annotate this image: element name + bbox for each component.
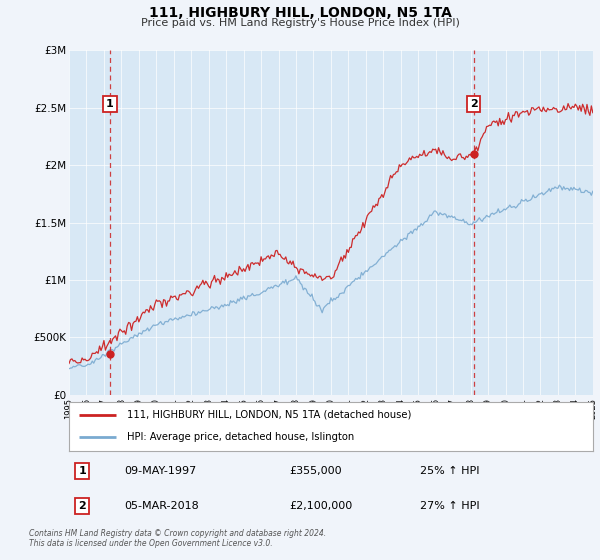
Text: 1: 1 [78, 466, 86, 476]
Text: Contains HM Land Registry data © Crown copyright and database right 2024.: Contains HM Land Registry data © Crown c… [29, 529, 326, 538]
Text: 05-MAR-2018: 05-MAR-2018 [124, 501, 199, 511]
Text: HPI: Average price, detached house, Islington: HPI: Average price, detached house, Isli… [127, 432, 354, 442]
Text: 09-MAY-1997: 09-MAY-1997 [124, 466, 196, 476]
Text: 2: 2 [470, 99, 478, 109]
Text: 111, HIGHBURY HILL, LONDON, N5 1TA (detached house): 111, HIGHBURY HILL, LONDON, N5 1TA (deta… [127, 410, 411, 420]
Text: 25% ↑ HPI: 25% ↑ HPI [420, 466, 479, 476]
Text: 2: 2 [78, 501, 86, 511]
Text: This data is licensed under the Open Government Licence v3.0.: This data is licensed under the Open Gov… [29, 539, 272, 548]
Text: 27% ↑ HPI: 27% ↑ HPI [420, 501, 479, 511]
Text: 1: 1 [106, 99, 114, 109]
Text: Price paid vs. HM Land Registry's House Price Index (HPI): Price paid vs. HM Land Registry's House … [140, 18, 460, 28]
Text: 111, HIGHBURY HILL, LONDON, N5 1TA: 111, HIGHBURY HILL, LONDON, N5 1TA [149, 6, 451, 20]
Text: £2,100,000: £2,100,000 [289, 501, 352, 511]
Text: £355,000: £355,000 [289, 466, 341, 476]
